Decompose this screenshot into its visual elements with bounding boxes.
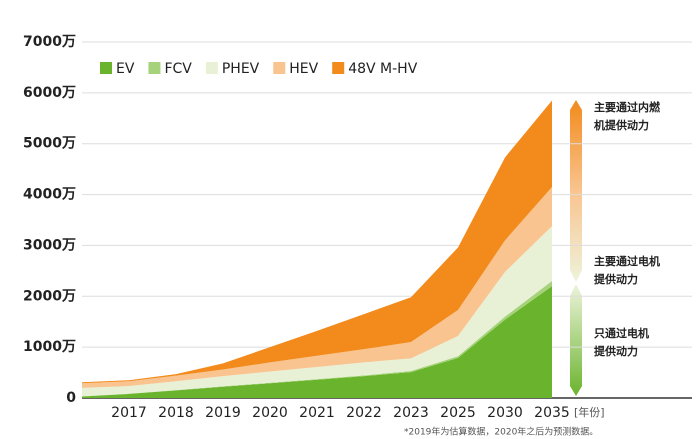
y-tick-label: 1000万 [23, 339, 76, 355]
legend-label: PHEV [222, 61, 260, 77]
x-tick-label: 2019 [205, 405, 241, 421]
annotation: 提供动力 [594, 272, 638, 286]
annotation: 提供动力 [594, 344, 638, 358]
x-axis-label: [年份] [574, 405, 605, 419]
legend-label: HEV [289, 61, 318, 77]
y-tick-label: 2000万 [23, 288, 76, 304]
legend-swatch [100, 62, 112, 74]
area [82, 226, 552, 397]
y-tick-label: 0 [66, 390, 76, 406]
annotation: 主要通过电机 [594, 254, 660, 268]
x-tick-label: 2035 [534, 405, 570, 421]
legend-swatch [332, 62, 345, 74]
arrow-ice [570, 100, 582, 282]
annotation: 主要通过内燃 [594, 100, 661, 114]
legend-label: EV [116, 61, 135, 77]
legend-swatch [148, 62, 161, 74]
y-tick-label: 5000万 [23, 136, 76, 152]
y-tick-label: 6000万 [23, 85, 76, 101]
area [82, 286, 552, 398]
x-tick-label: 2023 [393, 405, 429, 421]
legend-swatch [205, 62, 218, 74]
legend-label: FCV [164, 61, 192, 77]
x-tick-label: 2030 [487, 405, 523, 421]
x-tick-label: 2017 [111, 405, 147, 421]
y-tick-label: 4000万 [23, 187, 76, 203]
annotation: 只通过电机 [594, 326, 649, 340]
arrow-electric [570, 284, 582, 396]
area [82, 100, 552, 384]
y-tick-label: 7000万 [23, 34, 76, 50]
annotation: 机提供动力 [594, 118, 649, 132]
area [82, 186, 552, 388]
x-tick-label: 2021 [299, 405, 335, 421]
legend-label: 48V M-HV [348, 61, 418, 77]
x-tick-label: 2022 [346, 405, 382, 421]
footnote: *2019年为估算数据，2020年之后为预测数据。 [404, 426, 598, 438]
x-tick-label: 2025 [440, 405, 476, 421]
x-tick-label: 2018 [158, 405, 194, 421]
y-tick-label: 3000万 [23, 237, 76, 253]
x-tick-label: 2020 [252, 405, 288, 421]
legend-swatch [273, 62, 286, 74]
